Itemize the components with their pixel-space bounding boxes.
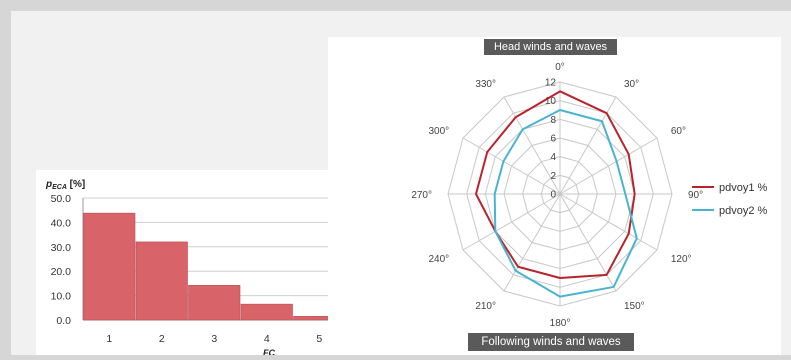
radar-radial-tick: 4 xyxy=(550,152,556,163)
bar xyxy=(135,241,188,321)
radar-spoke xyxy=(503,96,561,195)
bar-y-tick: 30.0 xyxy=(51,242,72,254)
radar-angle-label: 180° xyxy=(550,318,571,329)
radar-angle-label: 60° xyxy=(671,126,686,137)
bar-x-tick: 3 xyxy=(211,333,217,345)
radar-series xyxy=(475,90,638,298)
radar-angle-label: 240° xyxy=(428,254,449,265)
bar-series xyxy=(83,212,346,321)
radar-spoke xyxy=(462,137,561,195)
bar xyxy=(240,303,293,321)
radar-angle-labels: 0° 30° 60° 90° 120° 150° 180° 210° 240° 270° 300° 3… xyxy=(411,62,703,329)
bar-x-tick: 2 xyxy=(159,333,165,345)
radar-radial-tick-labels: 0 2 4 6 8 10 12 xyxy=(545,78,557,201)
radar-radial-tick: 10 xyxy=(545,96,557,107)
radar-radial-tick: 6 xyxy=(550,134,556,145)
radar-angle-label: 90° xyxy=(688,190,703,201)
bar-y-tick: 50.0 xyxy=(51,193,72,205)
radar-radial-tick: 8 xyxy=(550,115,556,126)
radar-radial-tick: 12 xyxy=(545,78,557,89)
bar-ylabel: pECA [%] xyxy=(45,179,85,191)
bar-y-tick-labels: 0.0 10.0 20.0 30.0 40.0 50.0 xyxy=(51,193,72,327)
radar-chart: 0 2 4 6 8 10 12 0° 30° 60° 90° 120° 150° 180° 210° 240… xyxy=(411,62,768,329)
radar-angle-label: 300° xyxy=(428,126,449,137)
legend-label: pdvoy2 % xyxy=(719,205,768,217)
radar-angle-label: 330° xyxy=(475,79,496,90)
radar-radial-tick: 2 xyxy=(550,171,556,182)
radar-angle-label: 270° xyxy=(411,190,432,201)
bar xyxy=(83,212,136,321)
radar-angle-label: 30° xyxy=(624,79,639,90)
bar-x-tick: 1 xyxy=(106,333,112,345)
bar xyxy=(188,285,241,321)
radar-series-line xyxy=(493,109,638,298)
radar-angle-label: 120° xyxy=(671,254,692,265)
radar-spoke xyxy=(462,193,561,251)
radar-spoke xyxy=(503,193,561,292)
bar-chart: pECA [%] 0.010.020.030.040.050.0 123456 … xyxy=(45,179,398,358)
radar-legend: pdvoy1 % pdvoy2 % xyxy=(692,182,768,217)
radar-radial-tick: 0 xyxy=(550,190,556,201)
radar-grid xyxy=(447,81,673,307)
radar-angle-label: 210° xyxy=(475,301,496,312)
legend-label: pdvoy1 % xyxy=(719,182,768,194)
radar-series-line xyxy=(475,90,636,279)
bar-x-tick: 4 xyxy=(264,333,270,345)
radar-angle-label: 0° xyxy=(555,62,565,73)
radar-bottom-title: Following winds and waves xyxy=(468,333,634,351)
radar-angle-label: 150° xyxy=(624,301,645,312)
bar-y-tick: 20.0 xyxy=(51,266,72,278)
bar-y-tick: 40.0 xyxy=(51,217,72,229)
bar-y-tick: 0.0 xyxy=(56,315,71,327)
bar-x-tick: 5 xyxy=(316,333,322,345)
radar-title: Head winds and waves xyxy=(484,39,617,55)
bar-xlabel: FC xyxy=(263,348,275,355)
radar-chart-card: Head winds and waves 0 2 4 6 8 10 12 0° 30° 60° 9… xyxy=(328,37,781,355)
bar-y-tick: 10.0 xyxy=(51,291,72,303)
radar-spoke xyxy=(559,137,658,195)
radar-spoke xyxy=(559,193,658,251)
